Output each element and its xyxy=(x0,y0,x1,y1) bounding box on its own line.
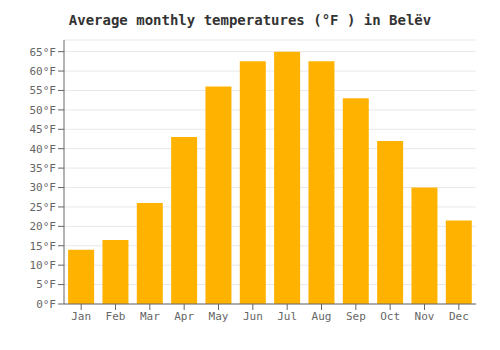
svg-text:50°F: 50°F xyxy=(30,104,57,117)
svg-text:Jan: Jan xyxy=(71,310,91,323)
svg-text:May: May xyxy=(209,310,229,323)
svg-text:Jun: Jun xyxy=(243,310,263,323)
html-text:Average monthly temperatures (: Average monthly temperatures (°F ) in Be… xyxy=(68,12,432,28)
svg-text:Oct: Oct xyxy=(380,310,400,323)
svg-text:10°F: 10°F xyxy=(30,259,57,272)
svg-text:Nov: Nov xyxy=(415,310,435,323)
svg-text:Sep: Sep xyxy=(346,310,366,323)
svg-text:5°F: 5°F xyxy=(36,278,56,291)
svg-text:Aug: Aug xyxy=(312,310,332,323)
svg-text:Feb: Feb xyxy=(106,310,126,323)
svg-text:15°F: 15°F xyxy=(30,240,57,253)
svg-text:40°F: 40°F xyxy=(30,143,57,156)
svg-text:Jul: Jul xyxy=(277,310,297,323)
svg-text:55°F: 55°F xyxy=(30,84,57,97)
svg-text:30°F: 30°F xyxy=(30,181,57,194)
svg-text:60°F: 60°F xyxy=(30,65,57,78)
svg-text:0°F: 0°F xyxy=(36,298,56,311)
svg-text:Mar: Mar xyxy=(140,310,160,323)
svg-text:20°F: 20°F xyxy=(30,220,57,233)
svg-text:Dec: Dec xyxy=(449,310,469,323)
svg-text:Apr: Apr xyxy=(174,310,194,323)
svg-text:65°F: 65°F xyxy=(30,46,57,59)
svg-text:45°F: 45°F xyxy=(30,123,57,136)
svg-text:35°F: 35°F xyxy=(30,162,57,175)
svg-text:25°F: 25°F xyxy=(30,201,57,214)
